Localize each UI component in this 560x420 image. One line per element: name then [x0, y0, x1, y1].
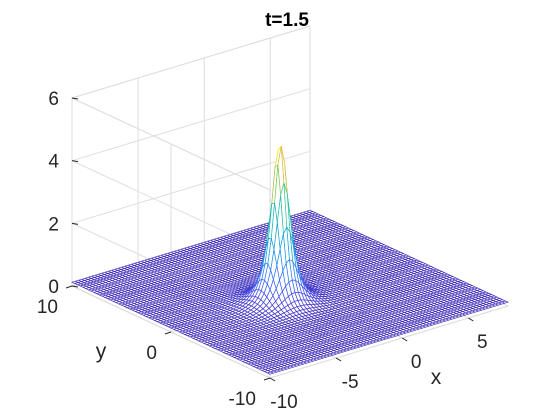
z-gridline — [70, 25, 311, 191]
chart-title: t=1.5 — [265, 10, 309, 31]
surface-mesh — [71, 145, 509, 375]
